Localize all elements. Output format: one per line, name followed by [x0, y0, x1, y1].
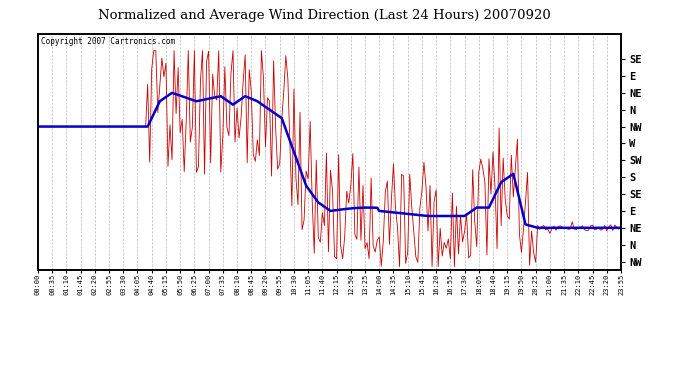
Text: Normalized and Average Wind Direction (Last 24 Hours) 20070920: Normalized and Average Wind Direction (L… — [98, 9, 551, 22]
Text: Copyright 2007 Cartronics.com: Copyright 2007 Cartronics.com — [41, 37, 175, 46]
